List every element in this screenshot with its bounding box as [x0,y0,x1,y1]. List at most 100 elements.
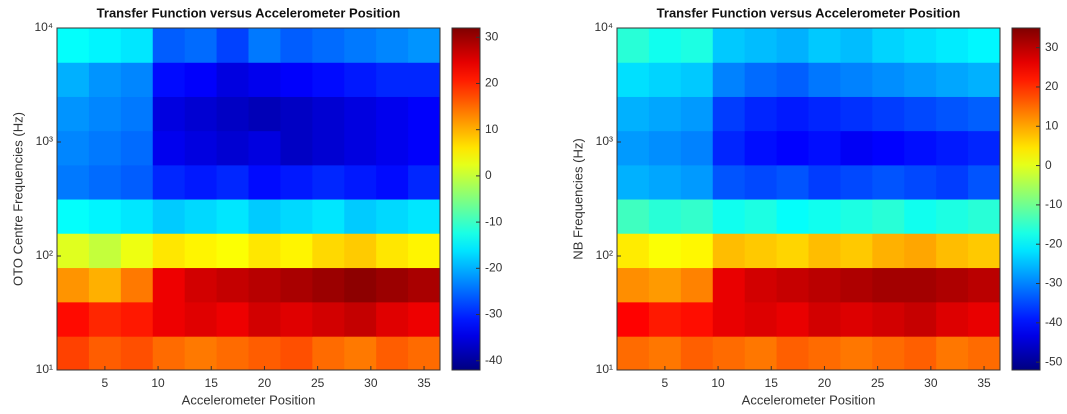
heatmap-cell [840,301,873,337]
heatmap-cell [184,198,218,234]
heatmap-cell [248,301,281,337]
heatmap-cell [808,233,841,269]
heatmap-cell [312,62,345,97]
heatmap-cell [968,28,1000,63]
heatmap-cell [152,301,186,337]
heatmap-cell [904,62,937,97]
heatmap-cell [648,62,682,97]
heatmap-cell [248,28,281,63]
heatmap-cell [216,336,249,370]
heatmap-cell [617,267,650,303]
x-tick-label: 10 [151,376,165,390]
heatmap-cell [968,164,1000,200]
heatmap-cell [408,336,440,370]
heatmap-cell [648,267,682,303]
heatmap-cell [808,28,841,63]
heatmap-cell [312,336,345,370]
heatmap-cell [744,62,778,97]
heatmap-cell [120,164,154,200]
heatmap-cell [872,301,905,337]
heatmap-cell [776,62,809,97]
heatmap-cell [184,164,218,200]
heatmap-cell [120,130,154,166]
heatmap-cell [280,164,313,200]
heatmap-cell [312,130,345,166]
heatmap-cell [344,62,377,97]
heatmap-cell [744,28,778,63]
heatmap-cell [408,28,440,63]
colorbar-tick-label: -30 [1045,276,1063,290]
heatmap-cell [744,198,778,234]
heatmap-cell [184,336,218,370]
heatmap-cell [408,267,440,303]
heatmap-cell [280,28,313,63]
heatmap-cell [248,233,281,269]
heatmap-cell [88,96,122,132]
y-tick-label: 10¹ [596,362,613,376]
heatmap-cell [872,28,905,63]
heatmap-cell [904,96,937,132]
heatmap-cell [408,96,440,132]
heatmap-cell [88,336,122,370]
y-tick-label: 10³ [36,134,53,148]
y-tick-label: 10² [596,248,613,262]
heatmap-cell [680,130,714,166]
heatmap-cell [152,267,186,303]
heatmap-cell [904,233,937,269]
colorbar-tick-label: 10 [485,122,499,136]
heatmap-cell [248,96,281,132]
heatmap-cell [680,62,714,97]
heatmap-cell [120,28,154,63]
heatmap-cell [680,28,714,63]
heatmap-cell [408,62,440,97]
heatmap-cell [648,28,682,63]
heatmap-cell [57,336,90,370]
heatmap-cell [744,164,778,200]
heatmap-cell [840,164,873,200]
heatmap-cell [776,28,809,63]
heatmap-cell [744,336,778,370]
heatmap-cell [904,301,937,337]
heatmap-cell [936,301,969,337]
heatmap-cell [312,96,345,132]
heatmap-cell [840,28,873,63]
heatmap-cell [712,62,746,97]
heatmap-cell [648,130,682,166]
heatmap-cell [120,233,154,269]
heatmap-cell [617,301,650,337]
heatmap-cell [712,164,746,200]
heatmap-cell [184,28,218,63]
colorbar-tick-label: 0 [1045,158,1052,172]
heatmap-cell [776,164,809,200]
heatmap-cell [152,164,186,200]
heatmap-cell [312,28,345,63]
heatmap-cell [120,62,154,97]
heatmap-cell [184,130,218,166]
heatmap-cell [776,233,809,269]
x-tick-label: 35 [977,376,991,390]
heatmap-cell [680,198,714,234]
heatmap-cell [120,198,154,234]
heatmap-cell [408,233,440,269]
heatmap-cell [376,130,409,166]
heatmap-cell [280,62,313,97]
heatmap-cell [840,198,873,234]
colorbar [1011,27,1041,371]
heatmap-cell [88,130,122,166]
heatmap-cell [840,96,873,132]
colorbar-tick-label: -40 [485,353,503,367]
heatmap-cell [216,28,249,63]
heatmap-cell [936,267,969,303]
heatmap-cell [680,301,714,337]
heatmap-cell [408,130,440,166]
heatmap-cell [808,267,841,303]
heatmap-cell [840,62,873,97]
heatmap-cell [968,96,1000,132]
heatmap-cell [57,301,90,337]
heatmap-cell [872,267,905,303]
heatmap-cell [184,301,218,337]
heatmap-cell [88,198,122,234]
plot-frame [616,27,1001,371]
heatmap-cell [744,233,778,269]
heatmap-cell [617,164,650,200]
